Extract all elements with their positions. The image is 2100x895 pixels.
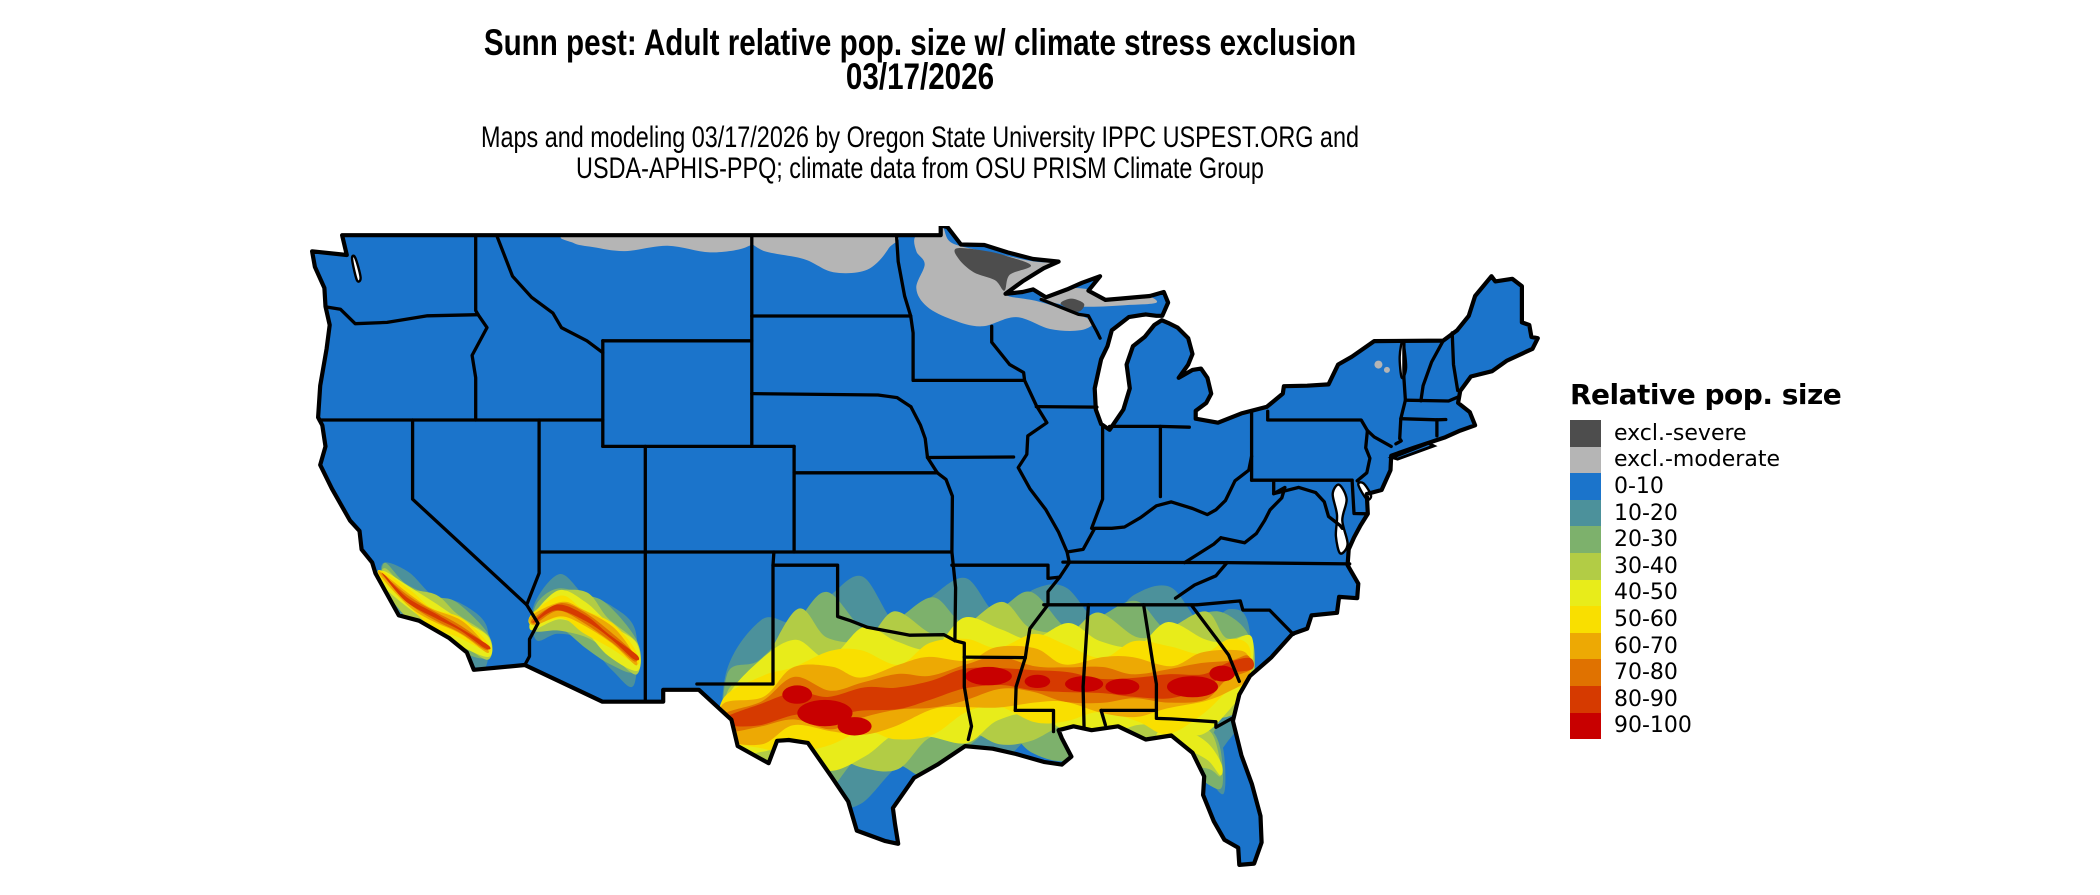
legend-swatch xyxy=(1570,473,1601,500)
legend-swatch xyxy=(1570,579,1601,607)
us-outline xyxy=(310,223,1540,867)
legend-swatch xyxy=(1570,446,1601,474)
legend-item: 30-40 xyxy=(1570,552,1841,580)
legend-title: Relative pop. size xyxy=(1570,378,1842,411)
legend-swatch xyxy=(1570,420,1601,447)
legend-item: 80-90 xyxy=(1570,685,1841,713)
legend-item: 90-100 xyxy=(1570,712,1841,740)
legend-item: 50-60 xyxy=(1570,606,1841,633)
page-title: Sunn pest: Adult relative pop. size w/ c… xyxy=(184,22,1656,97)
legend-swatch xyxy=(1570,552,1601,580)
legend-swatch xyxy=(1570,685,1601,713)
page-subtitle-line1: Maps and modeling 03/17/2026 by Oregon S… xyxy=(481,121,1359,154)
legend-item: 60-70 xyxy=(1570,632,1841,660)
legend-item: 10-20 xyxy=(1570,499,1841,527)
page-subtitle: Maps and modeling 03/17/2026 by Oregon S… xyxy=(202,122,1637,184)
legend-label: 30-40 xyxy=(1614,553,1678,579)
legend: Relative pop. size excl.-severe excl.-mod… xyxy=(1570,378,1842,740)
legend-label: excl.-moderate xyxy=(1614,447,1780,473)
legend-label: 80-90 xyxy=(1614,686,1678,712)
legend-label: 70-80 xyxy=(1614,660,1678,686)
legend-item: excl.-moderate xyxy=(1570,446,1841,474)
legend-swatch xyxy=(1570,632,1601,660)
legend-label: 40-50 xyxy=(1614,580,1678,606)
legend-swatch xyxy=(1570,659,1601,686)
page-subtitle-line2: USDA-APHIS-PPQ; climate data from OSU PR… xyxy=(576,152,1264,185)
legend-item: 40-50 xyxy=(1570,579,1841,607)
legend-item: 20-30 xyxy=(1570,526,1841,553)
legend-label: 10-20 xyxy=(1614,500,1678,526)
legend-label: excl.-severe xyxy=(1614,420,1747,446)
legend-items: excl.-severe excl.-moderate 0-10 10-20 20-30… xyxy=(1570,420,1841,740)
legend-swatch xyxy=(1570,499,1601,527)
legend-label: 20-30 xyxy=(1614,527,1678,553)
water-body xyxy=(1331,483,1349,555)
legend-label: 50-60 xyxy=(1614,606,1678,632)
legend-swatch xyxy=(1570,526,1601,553)
us-map xyxy=(310,223,1540,867)
long-island xyxy=(1387,441,1438,461)
legend-label: 0-10 xyxy=(1614,473,1664,499)
legend-item: 0-10 xyxy=(1570,473,1841,500)
water-body xyxy=(350,254,362,283)
us-map-container xyxy=(300,223,1540,890)
legend-swatch xyxy=(1570,712,1601,740)
legend-item: 70-80 xyxy=(1570,659,1841,686)
legend-label: 60-70 xyxy=(1614,633,1678,659)
legend-swatch xyxy=(1570,606,1601,633)
state-borders xyxy=(317,233,1460,742)
legend-label: 90-100 xyxy=(1614,713,1692,739)
legend-item: excl.-severe xyxy=(1570,420,1841,447)
page-title-line2: 03/17/2026 xyxy=(845,56,995,97)
page-title-line1: Sunn pest: Adult relative pop. size w/ c… xyxy=(483,22,1357,63)
